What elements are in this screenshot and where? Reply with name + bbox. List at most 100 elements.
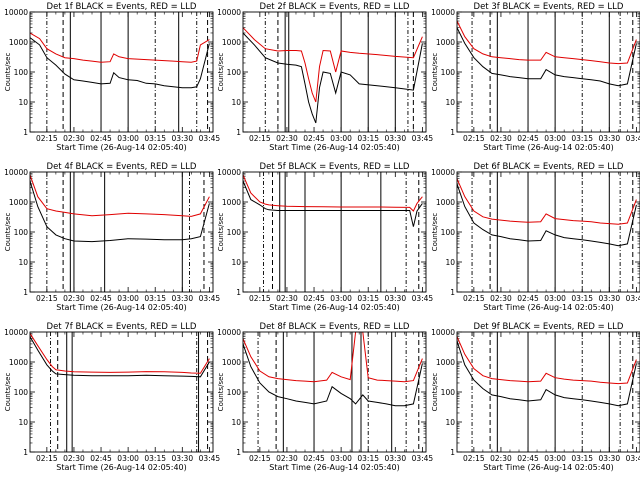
panel-det-9: Det 9f BLACK = Events, RED = LLD Counts/s… <box>431 322 640 472</box>
panel-title: Det 3f BLACK = Events, RED = LLD <box>474 2 624 12</box>
y-tick-label: 1000 <box>222 358 241 367</box>
x-tick-label: 03:30 <box>384 454 406 463</box>
panel-title: Det 1f BLACK = Events, RED = LLD <box>47 2 197 12</box>
x-tick-label: 02:45 <box>303 134 325 143</box>
x-tick-label: 02:30 <box>63 454 85 463</box>
x-tick-label: 03:15 <box>144 134 166 143</box>
panel-det-5: Det 5f BLACK = Events, RED = LLD Counts/s… <box>217 162 433 312</box>
x-tick-label: 03:45 <box>626 134 640 143</box>
y-tick-label: 1 <box>236 128 241 137</box>
x-tick-label: 03:30 <box>384 294 406 303</box>
series-red-lld <box>457 178 637 225</box>
x-tick-label: 02:15 <box>36 294 58 303</box>
x-tick-label: 03:00 <box>330 454 352 463</box>
series-black-events <box>243 32 423 124</box>
y-tick-label: 10 <box>18 98 28 107</box>
x-tick-label: 02:15 <box>463 454 485 463</box>
x-tick-label: 03:45 <box>626 454 640 463</box>
x-tick-label: 02:30 <box>276 134 298 143</box>
y-axis-label: Counts/sec <box>217 373 225 412</box>
x-tick-label: 03:00 <box>544 454 566 463</box>
y-tick-label: 10 <box>18 418 28 427</box>
y-tick-label: 10000 <box>431 328 455 337</box>
x-tick-label: 03:00 <box>117 294 139 303</box>
x-tick-label: 03:30 <box>598 134 620 143</box>
y-tick-label: 10 <box>18 258 28 267</box>
y-tick-label: 1 <box>23 448 28 457</box>
y-tick-label: 1000 <box>222 38 241 47</box>
x-tick-label: 02:45 <box>517 454 539 463</box>
y-tick-label: 10000 <box>4 168 28 177</box>
x-tick-label: 02:15 <box>249 134 271 143</box>
x-tick-label: 03:15 <box>571 454 593 463</box>
x-tick-label: 02:30 <box>276 294 298 303</box>
y-tick-label: 1 <box>23 288 28 297</box>
y-tick-label: 1 <box>450 128 455 137</box>
x-tick-label: 03:15 <box>571 134 593 143</box>
y-tick-label: 100 <box>14 228 29 237</box>
panel-title: Det 4f BLACK = Events, RED = LLD <box>47 162 197 172</box>
x-axis-label: Start Time (26-Aug-14 02:05:40) <box>56 463 187 472</box>
panel-title: Det 6f BLACK = Events, RED = LLD <box>474 162 624 172</box>
y-tick-label: 1000 <box>9 358 28 367</box>
y-tick-label: 10 <box>445 98 455 107</box>
panel-det-7: Det 7f BLACK = Events, RED = LLD Counts/s… <box>4 322 220 472</box>
x-tick-label: 02:45 <box>517 294 539 303</box>
x-tick-label: 03:45 <box>626 294 640 303</box>
x-tick-label: 03:30 <box>598 454 620 463</box>
x-axis-label: Start Time (26-Aug-14 02:05:40) <box>56 143 187 152</box>
x-tick-label: 03:00 <box>117 134 139 143</box>
y-tick-label: 1000 <box>9 198 28 207</box>
y-tick-label: 10000 <box>217 328 241 337</box>
x-axis-label: Start Time (26-Aug-14 02:05:40) <box>269 303 400 312</box>
y-tick-label: 1000 <box>9 38 28 47</box>
x-tick-label: 02:45 <box>90 294 112 303</box>
series-black-events <box>30 336 210 378</box>
x-tick-label: 02:15 <box>36 454 58 463</box>
x-tick-label: 03:45 <box>412 454 434 463</box>
x-tick-label: 03:30 <box>171 134 193 143</box>
x-tick-label: 02:15 <box>249 294 271 303</box>
x-tick-label: 02:45 <box>517 134 539 143</box>
x-tick-label: 02:30 <box>63 294 85 303</box>
x-tick-label: 03:00 <box>544 294 566 303</box>
plot-frame <box>242 171 427 293</box>
y-tick-label: 1000 <box>222 198 241 207</box>
x-tick-label: 03:00 <box>330 134 352 143</box>
x-tick-label: 02:15 <box>249 454 271 463</box>
series-black-events <box>243 343 423 407</box>
panel-det-2: Det 2f BLACK = Events, RED = LLD Counts/s… <box>217 2 433 152</box>
y-tick-label: 1 <box>23 128 28 137</box>
panel-title: Det 8f BLACK = Events, RED = LLD <box>260 322 410 332</box>
x-tick-label: 02:15 <box>36 134 58 143</box>
series-red-lld <box>30 32 210 63</box>
y-tick-label: 1 <box>236 448 241 457</box>
y-axis-label: Counts/sec <box>431 373 439 412</box>
x-tick-label: 03:00 <box>117 454 139 463</box>
y-tick-label: 1000 <box>436 38 455 47</box>
panel-det-4: Det 4f BLACK = Events, RED = LLD Counts/s… <box>4 162 220 312</box>
x-tick-label: 03:30 <box>171 454 193 463</box>
panel-title: Det 7f BLACK = Events, RED = LLD <box>47 322 197 332</box>
y-axis-label: Counts/sec <box>431 53 439 92</box>
x-tick-label: 03:45 <box>412 294 434 303</box>
x-tick-label: 02:45 <box>303 294 325 303</box>
x-tick-label: 02:15 <box>463 294 485 303</box>
series-black-events <box>30 37 210 89</box>
plot-frame <box>242 11 427 133</box>
panel-det-1: Det 1f BLACK = Events, RED = LLD Counts/s… <box>4 2 220 152</box>
y-tick-label: 10 <box>231 98 241 107</box>
x-tick-label: 03:30 <box>384 134 406 143</box>
y-tick-label: 1 <box>450 288 455 297</box>
panel-det-8: Det 8f BLACK = Events, RED = LLD Counts/s… <box>217 322 433 472</box>
x-axis-label: Start Time (26-Aug-14 02:05:40) <box>56 303 187 312</box>
y-tick-label: 10000 <box>431 168 455 177</box>
plot-frame <box>29 11 214 133</box>
y-tick-label: 100 <box>14 68 29 77</box>
plot-frame <box>242 331 427 453</box>
x-axis-label: Start Time (26-Aug-14 02:05:40) <box>483 463 614 472</box>
y-axis-label: Counts/sec <box>431 213 439 252</box>
x-tick-label: 03:00 <box>544 134 566 143</box>
y-axis-label: Counts/sec <box>4 373 12 412</box>
x-tick-label: 03:30 <box>171 294 193 303</box>
